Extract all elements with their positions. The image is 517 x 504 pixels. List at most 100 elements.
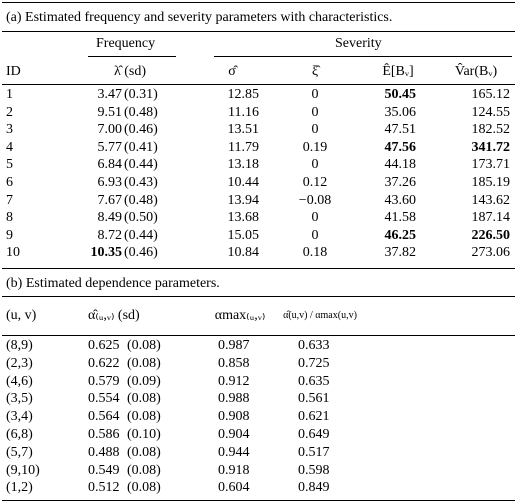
cell: 6.84	[97, 157, 123, 173]
cell: 0.19	[302, 139, 328, 155]
cell: 0.904	[218, 427, 250, 442]
cell: 187.14	[471, 210, 511, 226]
cell: 12.85	[227, 87, 260, 102]
cell: (3,5)	[6, 391, 33, 407]
cell: (0.43)	[124, 175, 158, 190]
cell: 173.71	[471, 157, 511, 173]
cell: (0.41)	[124, 139, 158, 155]
cell: 0.517	[298, 444, 330, 460]
rule	[2, 500, 515, 501]
cell: (0.46)	[124, 122, 158, 138]
cell: 0.918	[218, 462, 250, 478]
cell: 6	[6, 175, 13, 190]
column-header: α̂₍ᵤ,ᵥ₎ (sd)	[88, 308, 140, 323]
cell: 0.633	[298, 338, 330, 353]
cell: 0	[311, 87, 319, 102]
column-header: α̂(u,v) / αmax(u,v)	[283, 310, 357, 321]
cell: 8.72	[97, 227, 123, 243]
rule	[2, 296, 515, 297]
caption: (a) Estimated frequency and severity par…	[6, 10, 393, 25]
cell: (0.08)	[127, 480, 161, 496]
cell: 0.858	[218, 355, 250, 371]
cell: (0.31)	[124, 87, 158, 102]
cell: (5,7)	[6, 444, 33, 460]
rule	[2, 2, 515, 3]
cell: 35.06	[384, 104, 417, 120]
cell: 0.635	[298, 373, 330, 389]
cell: 5.77	[97, 139, 123, 155]
cell: 0.561	[298, 391, 330, 407]
column-header: αmax₍ᵤ,ᵥ₎	[214, 308, 266, 323]
cell: (8,9)	[6, 338, 33, 353]
cell: 0.622	[88, 355, 120, 371]
cell: 0.564	[88, 409, 120, 425]
cell: (0.08)	[127, 338, 161, 353]
cell: (0.08)	[127, 391, 161, 407]
cell: 0.512	[88, 480, 120, 496]
cell: (0.08)	[127, 444, 161, 460]
cell: (6,8)	[6, 427, 33, 442]
group-header: Severity	[335, 36, 382, 51]
cell: 46.25	[384, 227, 417, 243]
cell: 10.35	[90, 245, 123, 261]
cell: (0.10)	[127, 427, 161, 442]
cell: 0.649	[298, 427, 330, 442]
cell: 226.50	[471, 227, 511, 243]
cell: 143.62	[471, 192, 511, 208]
cell: 13.94	[227, 192, 260, 208]
cell: 273.06	[471, 245, 511, 261]
cell: 13.18	[227, 157, 260, 173]
cell: 6.93	[97, 175, 123, 190]
cell: 8	[6, 210, 13, 226]
cell: 0.488	[88, 444, 120, 460]
cell: 9	[6, 227, 13, 243]
cell: (0.46)	[124, 245, 158, 261]
cell: (9,10)	[6, 462, 40, 478]
cell: 0.725	[298, 355, 330, 371]
cell: 7.67	[97, 192, 123, 208]
cell: 165.12	[471, 87, 511, 102]
cell: 0.908	[218, 409, 250, 425]
cell: 0.621	[298, 409, 330, 425]
cell: 0.604	[218, 480, 250, 496]
cell: 0	[311, 104, 319, 120]
cell: 7.00	[97, 122, 123, 138]
cell: (0.50)	[124, 210, 158, 226]
cell: (0.48)	[124, 192, 158, 208]
cell: 5	[6, 157, 13, 173]
cell: 0	[311, 227, 319, 243]
cell: 0.625	[88, 338, 120, 353]
cell: 47.51	[384, 122, 417, 138]
cell: 124.55	[471, 104, 511, 120]
cell: 8.49	[97, 210, 123, 226]
column-header: σ̂	[228, 64, 236, 79]
cell: 0	[311, 122, 319, 138]
cell: 13.51	[227, 122, 260, 138]
cell: 13.68	[227, 210, 260, 226]
cell: (0.44)	[124, 227, 158, 243]
cell: 43.60	[384, 192, 417, 208]
rule	[2, 335, 515, 336]
cell: 3.47	[97, 87, 123, 102]
cell: 1	[6, 87, 13, 102]
rule	[214, 56, 512, 57]
column-header: ID	[6, 64, 21, 79]
cell: 11.79	[228, 139, 259, 155]
cell: 0	[311, 157, 319, 173]
cell: (0.09)	[127, 373, 161, 389]
cell: 9.51	[97, 104, 123, 120]
cell: 10.44	[227, 175, 260, 190]
cell: (0.08)	[127, 355, 161, 371]
cell: 7	[6, 192, 13, 208]
column-header: λ̂ (sd)	[113, 64, 147, 79]
cell: 41.58	[384, 210, 417, 226]
cell: 0	[311, 210, 319, 226]
cell: (0.08)	[127, 409, 161, 425]
cell: (3,4)	[6, 409, 33, 425]
column-header: ξ̂	[311, 64, 319, 79]
cell: 0.987	[218, 338, 250, 353]
cell: 0.554	[88, 391, 120, 407]
cell: 0.988	[218, 391, 250, 407]
cell: 0.579	[88, 373, 120, 389]
